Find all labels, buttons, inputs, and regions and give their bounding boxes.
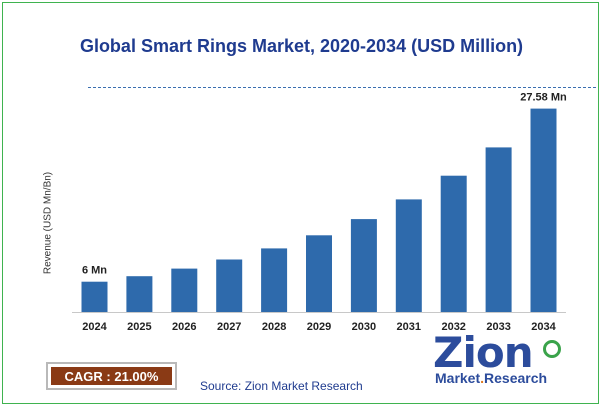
cagr-badge: CAGR : 21.00% [46, 362, 177, 390]
x-tick-label-2031: 2031 [397, 321, 421, 333]
title-divider [88, 87, 596, 88]
x-tick-label-2032: 2032 [441, 321, 465, 333]
logo-ring-icon [543, 340, 561, 358]
logo-subtitle: Market.Research [435, 370, 547, 386]
logo-sub-research: Research [484, 370, 548, 386]
data-label-2024: 6 Mn [82, 265, 107, 277]
chart-title: Global Smart Rings Market, 2020-2034 (US… [79, 36, 524, 56]
bar-2031 [395, 199, 422, 312]
logo-sub-market: Market [435, 370, 481, 386]
x-tick-label-2028: 2028 [262, 321, 286, 333]
bar-2028 [261, 248, 288, 312]
x-tick-label-2024: 2024 [82, 321, 107, 333]
bar-2027 [216, 259, 243, 312]
bar-2025 [126, 276, 153, 312]
cagr-label: CAGR : 21.00% [51, 367, 172, 385]
x-tick-label-2026: 2026 [172, 321, 196, 333]
bar-2032 [440, 175, 467, 312]
x-tick-label-2029: 2029 [307, 321, 331, 333]
bar-2033 [485, 147, 512, 312]
x-tick-label-2033: 2033 [486, 321, 510, 333]
logo-sub-dot: . [480, 370, 485, 386]
logo-wordmark: Zion [433, 328, 534, 377]
x-tick-label-2030: 2030 [352, 321, 376, 333]
x-tick-label-2025: 2025 [127, 321, 151, 333]
bar-2034 [530, 108, 557, 312]
zion-logo: Zion Market.Research [425, 328, 565, 394]
bar-2024 [81, 281, 108, 312]
x-tick-label-2034: 2034 [531, 321, 556, 333]
bar-2030 [350, 219, 377, 312]
bar-2029 [306, 235, 332, 312]
source-text: Source: Zion Market Research [200, 379, 363, 393]
x-tick-label-2027: 2027 [217, 321, 241, 333]
bar-2026 [171, 268, 198, 312]
data-label-2034: 27.58 Mn [520, 92, 567, 104]
